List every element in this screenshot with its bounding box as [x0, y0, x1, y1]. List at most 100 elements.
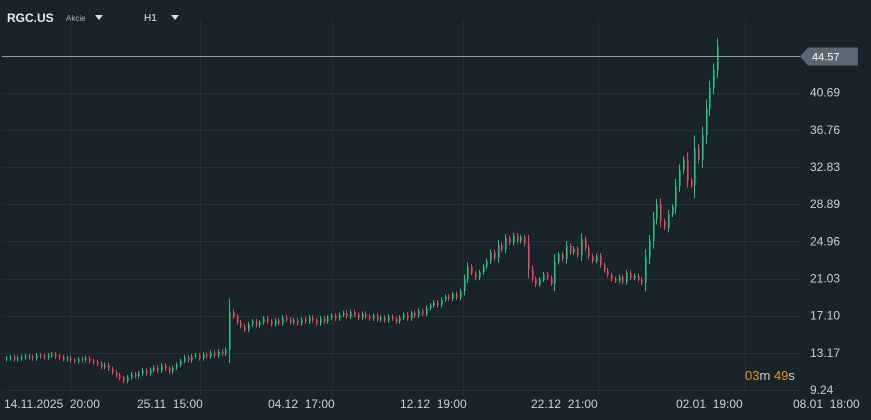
- candle: [233, 309, 235, 320]
- candle: [384, 315, 386, 323]
- candle: [244, 323, 246, 333]
- candle: [430, 302, 432, 311]
- x-tick-label: 02.01 19:00: [676, 397, 743, 411]
- candle: [210, 350, 212, 359]
- candle: [10, 354, 12, 361]
- candle: [305, 317, 307, 324]
- candle: [717, 37, 719, 79]
- candle: [702, 126, 704, 169]
- candle: [698, 144, 700, 164]
- candle: [464, 274, 466, 296]
- candle: [112, 366, 114, 375]
- candle: [165, 363, 167, 371]
- chart-grid: [2, 20, 800, 395]
- candle: [683, 156, 685, 174]
- candle: [520, 234, 522, 244]
- candle: [626, 270, 628, 285]
- candle: [505, 234, 507, 254]
- candle: [354, 309, 356, 318]
- candle: [123, 375, 125, 384]
- candle: [104, 362, 106, 370]
- candle: [286, 315, 288, 322]
- candle: [483, 264, 485, 275]
- symbol-name[interactable]: RGC.US: [7, 11, 54, 25]
- candle: [547, 271, 549, 281]
- candle: [93, 358, 95, 365]
- candle: [396, 316, 398, 324]
- candle: [297, 318, 299, 326]
- candle: [327, 315, 329, 324]
- y-tick-label: 40.69: [810, 86, 840, 100]
- candle: [14, 354, 16, 362]
- y-tick-label: 9.24: [810, 383, 834, 397]
- candle: [649, 235, 651, 264]
- candle: [656, 198, 658, 225]
- candle: [282, 315, 284, 326]
- candle: [573, 246, 575, 255]
- candle: [25, 353, 27, 360]
- candle: [331, 313, 333, 320]
- candle: [119, 372, 121, 381]
- candle: [358, 312, 360, 320]
- candle: [581, 233, 583, 261]
- candle: [278, 318, 280, 326]
- candle: [411, 310, 413, 321]
- candle: [169, 366, 171, 374]
- candle: [460, 288, 462, 301]
- candle: [203, 352, 205, 361]
- candle: [611, 272, 613, 282]
- candle: [672, 204, 674, 218]
- chart-toolbar: RGC.US Akcie H1: [0, 0, 871, 34]
- candle: [240, 319, 242, 329]
- candle: [339, 312, 341, 321]
- candle: [596, 253, 598, 264]
- candle: [153, 365, 155, 372]
- candle: [467, 262, 469, 284]
- candle: [619, 274, 621, 284]
- candle: [55, 352, 57, 359]
- candle: [471, 264, 473, 276]
- candle: [172, 365, 174, 374]
- candle: [604, 262, 606, 273]
- candle: [51, 352, 53, 358]
- candle: [116, 370, 118, 378]
- candle: [127, 374, 129, 384]
- candle: [316, 318, 318, 326]
- candle: [36, 353, 38, 361]
- x-axis: 14.11.2025 20:00 25.11 15:00 04.12 17:00 12…: [4, 397, 860, 411]
- candle-countdown-timer: 03m 49s: [745, 368, 795, 383]
- symbol-dropdown-chevron-down-icon[interactable]: [95, 15, 103, 20]
- candle: [146, 368, 148, 376]
- timeframe-chevron-down-icon[interactable]: [171, 15, 179, 20]
- timer-seconds-unit: s: [788, 368, 795, 383]
- candle: [97, 359, 99, 367]
- candle: [259, 319, 261, 328]
- candle: [615, 276, 617, 284]
- candle: [191, 353, 193, 363]
- candle: [414, 310, 416, 319]
- y-tick-label: 17.10: [810, 309, 840, 323]
- candle: [437, 300, 439, 308]
- candle: [539, 277, 541, 287]
- y-tick-label: 28.89: [810, 197, 840, 211]
- candle: [399, 315, 401, 324]
- timeframe-selector[interactable]: H1: [144, 13, 157, 24]
- candle: [532, 266, 534, 283]
- candle: [89, 355, 91, 364]
- candle: [320, 316, 322, 326]
- candle: [426, 305, 428, 317]
- candle: [63, 354, 65, 362]
- candle: [32, 354, 34, 361]
- candle: [551, 275, 553, 286]
- candles: [6, 37, 719, 384]
- candle: [108, 362, 110, 371]
- candle: [199, 353, 201, 361]
- candle: [362, 311, 364, 320]
- candle: [501, 242, 503, 252]
- candle: [664, 218, 666, 231]
- y-tick-label: 13.17: [810, 346, 840, 360]
- candle: [433, 300, 435, 308]
- candle: [687, 152, 689, 188]
- candle: [157, 365, 159, 373]
